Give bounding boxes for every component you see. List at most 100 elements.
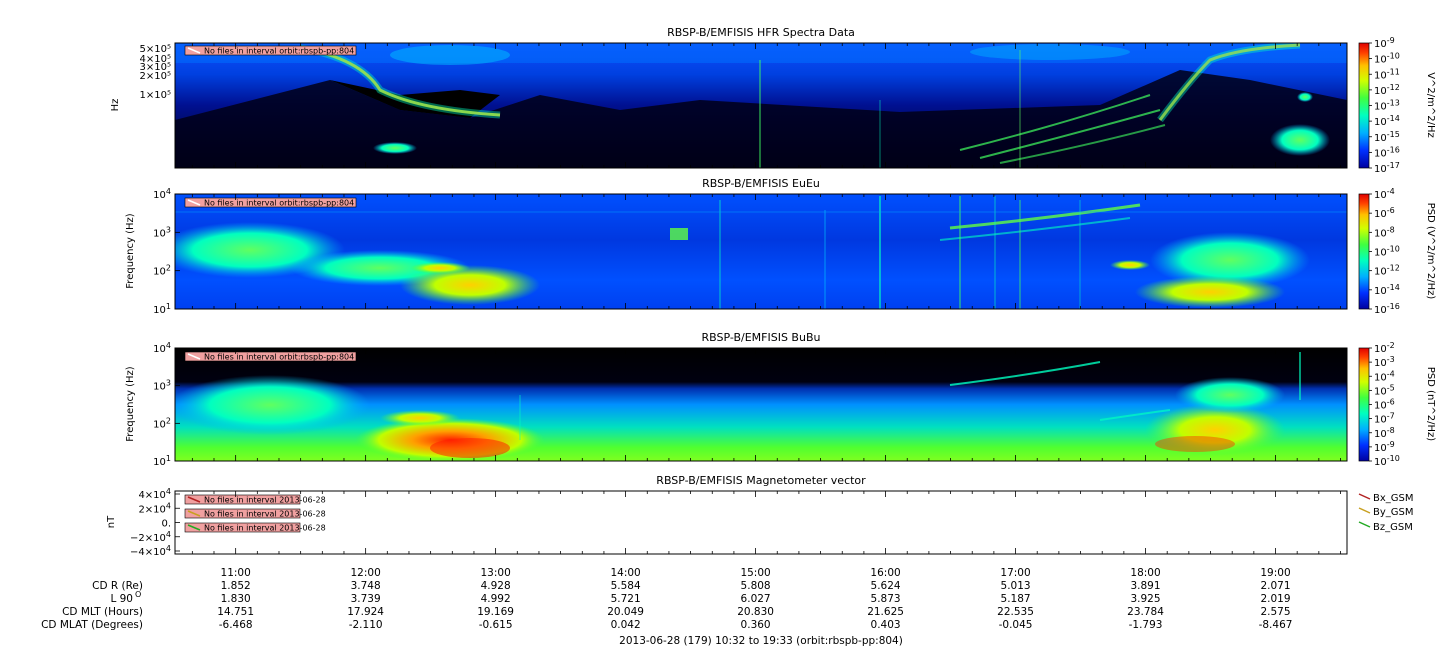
ephemeris-value: 2.019 [1260, 593, 1290, 605]
time-tick-label: 13:00 [480, 567, 510, 579]
y-tick-label-exponent: 4 [166, 530, 171, 539]
colorbar-tick-label-exponent: -12 [1387, 83, 1400, 92]
colorbar-tick-label: 10-10 [1374, 52, 1400, 66]
y-tick-label-base: 10 [153, 267, 166, 278]
colorbar-tick-label-exponent: -13 [1387, 99, 1400, 108]
magnetometer-warning: No files in interval 2013-06-28 [184, 522, 326, 533]
ephemeris-value: 3.925 [1130, 593, 1160, 605]
ephemeris-value: 5.624 [871, 580, 901, 592]
y-tick-label: −2×104 [130, 530, 171, 544]
ephemeris-row-label-l90: L 90 O [110, 590, 141, 605]
colorbar-tick-label-base: 10 [1374, 372, 1387, 383]
eueu-spectrogram [175, 194, 1347, 309]
magnetometer-title: RBSP-B/EMFISIS Magnetometer vector [656, 474, 866, 487]
hfr-warning-text: No files in interval orbit:rbspb-pp:804 [204, 47, 354, 56]
eueu-panel: RBSP-B/EMFISIS EuEu Frequency (Hz) 10410… [125, 177, 1436, 316]
bubu-ylabel: Frequency (Hz) [125, 366, 136, 442]
colorbar-tick-label-exponent: -14 [1387, 283, 1400, 292]
ephemeris-value: -6.468 [219, 619, 253, 631]
magnetometer-warning: No files in interval 2013-06-28 [184, 508, 326, 519]
colorbar-tick-label-base: 10 [1374, 190, 1387, 201]
colorbar-tick-label-exponent: -16 [1387, 145, 1400, 154]
legend-entry-by: By_GSM [1358, 507, 1414, 518]
magnetometer-legend: Bx_GSM By_GSM Bz_GSM [1358, 493, 1414, 533]
hfr-panel: RBSP-B/EMFISIS HFR Spectra Data H [110, 26, 1436, 175]
ephemeris-value: -0.615 [479, 619, 513, 631]
legend-label: By_GSM [1373, 507, 1414, 518]
colorbar-tick-label: 10-12 [1374, 264, 1400, 278]
legend-entry-bx: Bx_GSM [1358, 493, 1414, 504]
eueu-colorbar-label: PSD (V^2/m^2/Hz) [1425, 203, 1436, 300]
eueu-frame [174, 193, 1348, 310]
ephemeris-value: 1.830 [221, 593, 251, 605]
colorbar-tick-label-base: 10 [1374, 86, 1387, 97]
hfr-colorbar-label: V^2/m^2/Hz [1425, 72, 1436, 138]
y-tick-label: 103 [153, 379, 171, 393]
ephemeris-value: 3.891 [1130, 580, 1160, 592]
legend-entry-bz: Bz_GSM [1358, 521, 1413, 533]
y-tick-label-exponent: 2 [166, 416, 171, 425]
y-tick-label: 103 [153, 225, 171, 239]
y-tick-label-exponent: 4 [166, 501, 171, 510]
bubu-colorbar-ticks: 10-210-310-410-510-610-710-810-910-10 [1369, 341, 1400, 468]
y-tick-label-exponent: 1 [166, 302, 171, 311]
ephemeris-value: 5.187 [1001, 593, 1031, 605]
colorbar-tick-label-base: 10 [1374, 358, 1387, 369]
colorbar-tick-label-base: 10 [1374, 305, 1387, 316]
colorbar-tick-label-exponent: -10 [1387, 245, 1400, 254]
ephemeris-value: -0.045 [999, 619, 1033, 631]
hfr-ylabel: Hz [110, 99, 121, 112]
bubu-panel: RBSP-B/EMFISIS BuBu Frequency (Hz) 10410… [125, 331, 1436, 468]
ephemeris-value: 5.584 [611, 580, 641, 592]
ephemeris-value: 1.852 [221, 580, 251, 592]
eueu-warning: No files in interval orbit:rbspb-pp:804 [184, 197, 357, 208]
ephemeris-value: 17.924 [347, 606, 384, 618]
hfr-colorbar-ticks: 10-910-1010-1110-1210-1310-1410-1510-161… [1369, 36, 1400, 175]
colorbar-tick-label: 10-17 [1374, 161, 1400, 175]
time-tick-label: 15:00 [740, 567, 770, 579]
colorbar-tick-label-exponent: -15 [1387, 130, 1400, 139]
colorbar-tick-label: 10-15 [1374, 130, 1400, 144]
colorbar-tick-label: 10-16 [1374, 145, 1400, 159]
ephemeris-value: 0.042 [611, 619, 641, 631]
bubu-frame [174, 347, 1348, 462]
time-tick-label: 11:00 [221, 567, 251, 579]
colorbar-tick-label: 10-5 [1374, 383, 1395, 397]
ephemeris-row-label: CD R (Re) [92, 580, 143, 592]
colorbar-tick-label-exponent: -17 [1387, 161, 1400, 170]
bubu-colorbar-label: PSD (nT^2/Hz) [1425, 367, 1436, 441]
magnetometer-frame [174, 490, 1348, 555]
footer-time-range: 2013-06-28 (179) 10:32 to 19:33 (orbit:r… [619, 635, 903, 647]
colorbar-tick-label-base: 10 [1374, 70, 1387, 81]
ephemeris-value: 0.360 [741, 619, 771, 631]
colorbar-tick-label: 10-14 [1374, 283, 1400, 297]
colorbar-tick-label: 10-10 [1374, 245, 1400, 259]
y-tick-label: 101 [153, 302, 171, 316]
y-tick-label-exponent: 4 [166, 487, 171, 496]
y-tick-label-base: 10 [153, 344, 166, 355]
y-tick-label-exponent: 4 [166, 341, 171, 350]
colorbar-tick-label: 10-12 [1374, 83, 1400, 97]
colorbar-tick-label: 10-3 [1374, 355, 1395, 369]
colorbar-tick-label: 10-4 [1374, 187, 1395, 201]
ephemeris-value: 4.992 [481, 593, 511, 605]
colorbar-tick-label: 10-11 [1374, 67, 1400, 81]
hfr-ytick: 1×10⁵ [140, 90, 171, 101]
y-tick-label-base: −4×10 [130, 547, 166, 558]
y-tick-label-base: 0. [161, 519, 171, 530]
colorbar-tick-label-base: 10 [1374, 386, 1387, 397]
ephemeris-superscript: O [135, 590, 141, 599]
ephemeris-value: 14.751 [217, 606, 254, 618]
colorbar-tick-label-exponent: -8 [1387, 225, 1395, 234]
hfr-ytick: 4×10⁵ [140, 54, 171, 65]
y-tick-label: 104 [153, 341, 171, 355]
colorbar-tick-label: 10-6 [1374, 206, 1395, 220]
ephemeris-value: 6.027 [741, 593, 771, 605]
y-tick-label-base: 10 [153, 382, 166, 393]
magnetometer-warning: No files in interval 2013-06-28 [184, 494, 326, 505]
y-tick-label-base: 4×10 [138, 490, 165, 501]
colorbar-tick-label-base: 10 [1374, 429, 1387, 440]
